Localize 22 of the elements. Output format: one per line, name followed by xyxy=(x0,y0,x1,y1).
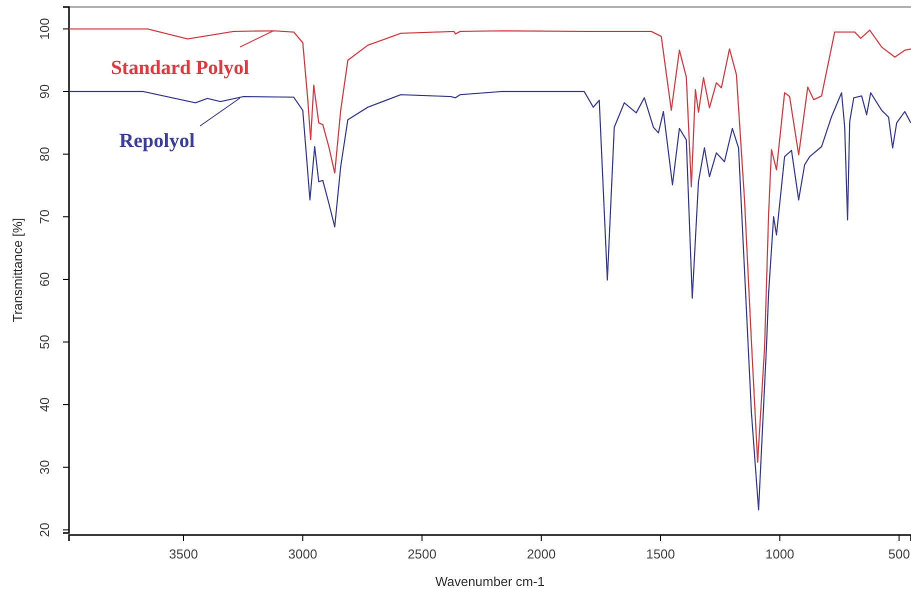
y-tick-label: 30 xyxy=(37,460,52,474)
x-tick-label: 3000 xyxy=(288,546,318,562)
y-tick-label: 70 xyxy=(37,210,52,224)
series-label: Repolyol xyxy=(119,130,196,152)
y-tick-label: 90 xyxy=(37,84,52,99)
y-tick-label: 50 xyxy=(37,334,52,350)
x-tick-label: 1000 xyxy=(765,546,794,562)
line-series xyxy=(68,28,911,463)
x-tick-label: 2500 xyxy=(408,546,436,562)
line-series xyxy=(68,90,911,510)
x-tick-label: 1500 xyxy=(646,546,676,562)
y-tick-label: 80 xyxy=(37,146,52,162)
y-tick-label: 60 xyxy=(37,272,52,287)
y-tick-label: 100 xyxy=(37,18,52,40)
x-tick-label: 2000 xyxy=(526,546,556,562)
legend-label: Standard Polyol xyxy=(110,57,250,79)
x-tick-label: 500 xyxy=(888,546,910,562)
y-axis-title: Transmittance [%] xyxy=(10,218,25,322)
y-tick-label: 40 xyxy=(37,397,52,412)
y-tick-label: 20 xyxy=(37,522,52,538)
x-tick-label: 3500 xyxy=(169,546,198,562)
x-axis-title: Wavenumber cm-1 xyxy=(435,574,545,589)
